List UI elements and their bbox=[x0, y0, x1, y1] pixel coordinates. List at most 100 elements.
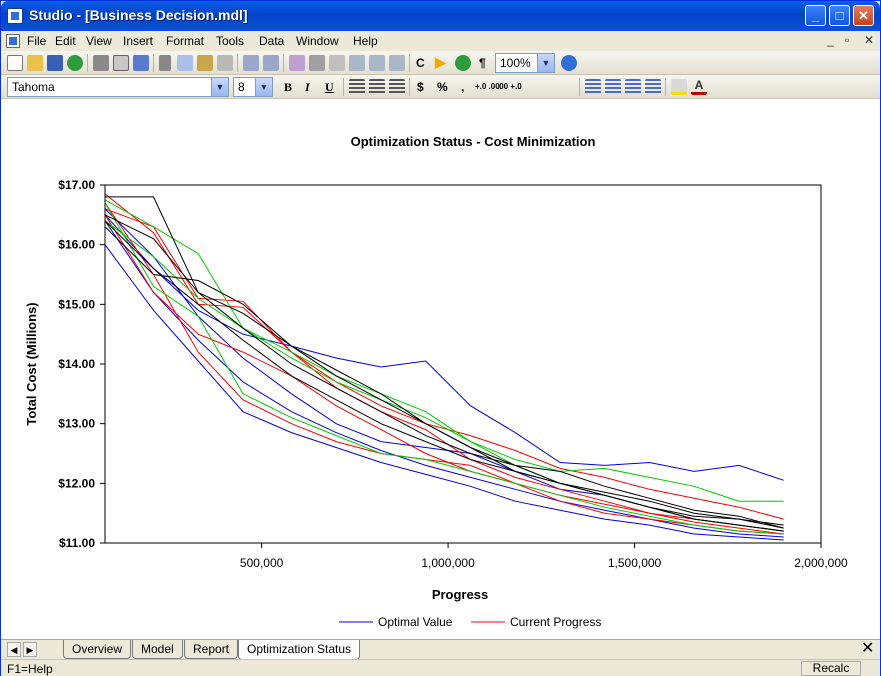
tab-overview[interactable]: Overview bbox=[63, 640, 132, 659]
document-icon[interactable] bbox=[6, 34, 20, 48]
legend-label-current: Current Progress bbox=[510, 615, 601, 629]
currency-button[interactable]: $ bbox=[417, 80, 424, 94]
align-left-icon[interactable] bbox=[349, 79, 365, 95]
decrease-decimal-button[interactable]: .00 +.0 bbox=[497, 82, 522, 91]
insert-object-icon[interactable] bbox=[289, 55, 305, 71]
align-center-icon[interactable] bbox=[369, 79, 385, 95]
y-tick-label: $13.00 bbox=[58, 417, 95, 431]
decrease-indent-icon[interactable] bbox=[625, 79, 641, 95]
globe-icon[interactable] bbox=[67, 55, 83, 71]
table-icon[interactable] bbox=[369, 55, 385, 71]
chevron-down-icon[interactable]: ▼ bbox=[255, 78, 272, 96]
minimize-button[interactable]: _ bbox=[805, 5, 826, 26]
underline-button[interactable]: U bbox=[325, 80, 334, 94]
close-button[interactable]: ✕ bbox=[853, 5, 874, 26]
menu-edit[interactable]: Edit bbox=[55, 34, 76, 48]
menu-data[interactable]: Data bbox=[259, 34, 285, 48]
print-preview-icon[interactable] bbox=[113, 55, 129, 71]
fill-color-icon[interactable] bbox=[671, 79, 687, 95]
close-icon[interactable]: ✕ bbox=[861, 640, 875, 657]
formatting-toolbar: Tahoma ▼ 8 ▼ B I U $ % , +.0 .00 .00 +.0… bbox=[1, 75, 880, 99]
spellcheck-icon[interactable] bbox=[133, 55, 149, 71]
series-line-15 bbox=[104, 220, 784, 532]
toolbar-separator bbox=[409, 54, 410, 72]
y-axis-label: Total Cost (Millions) bbox=[24, 302, 39, 425]
format-painter-icon[interactable] bbox=[217, 55, 233, 71]
maximize-button[interactable]: □ bbox=[829, 5, 850, 26]
pilcrow-button[interactable]: ¶ bbox=[479, 56, 486, 70]
chevron-down-icon[interactable]: ▼ bbox=[537, 54, 554, 72]
menu-file[interactable]: File bbox=[27, 34, 47, 48]
series-line-14 bbox=[104, 214, 784, 529]
series-line-2 bbox=[104, 244, 784, 541]
open-icon[interactable] bbox=[27, 55, 43, 71]
menu-tools[interactable]: Tools bbox=[216, 34, 245, 48]
numbered-list-icon[interactable] bbox=[585, 79, 601, 95]
c-button[interactable]: C bbox=[416, 56, 425, 70]
optimize-icon[interactable] bbox=[455, 55, 471, 71]
mdi-close-button[interactable]: ✕ bbox=[864, 33, 875, 47]
y-tick-label: $17.00 bbox=[58, 178, 95, 192]
increase-indent-icon[interactable] bbox=[645, 79, 661, 95]
x-tick-label: 500,000 bbox=[240, 556, 284, 570]
y-tick-label: $15.00 bbox=[58, 297, 95, 311]
series-line-3 bbox=[104, 220, 784, 538]
plot-area bbox=[104, 184, 822, 544]
align-right-icon[interactable] bbox=[389, 79, 405, 95]
font-size-value: 8 bbox=[238, 80, 245, 94]
menu-window[interactable]: Window bbox=[296, 34, 339, 48]
toolbar-separator bbox=[237, 54, 238, 72]
x-axis-label: Progress bbox=[432, 587, 488, 602]
undo-icon[interactable] bbox=[243, 55, 259, 71]
title-bar[interactable]: Studio - [Business Decision.mdl] _ □ ✕ bbox=[1, 1, 880, 31]
paste-icon[interactable] bbox=[197, 55, 213, 71]
cut-icon[interactable] bbox=[159, 55, 171, 71]
toolbar-separator bbox=[87, 54, 88, 72]
font-select[interactable]: Tahoma ▼ bbox=[7, 77, 229, 97]
menu-format[interactable]: Format bbox=[166, 34, 205, 48]
run-icon[interactable]: ▶ bbox=[435, 54, 446, 70]
sort-icon[interactable] bbox=[309, 55, 325, 71]
tab-scroll-right-icon[interactable]: ▶ bbox=[23, 642, 37, 657]
tab-model[interactable]: Model bbox=[132, 640, 183, 659]
tab-optimization-status[interactable]: Optimization Status bbox=[238, 640, 361, 660]
font-color-icon[interactable]: A bbox=[691, 79, 707, 95]
tab-scroll-left-icon[interactable]: ◀ bbox=[7, 642, 21, 657]
tab-report[interactable]: Report bbox=[184, 640, 239, 659]
mdi-minimize-button[interactable]: _ bbox=[827, 33, 834, 47]
menu-help[interactable]: Help bbox=[353, 34, 378, 48]
chart-icon[interactable] bbox=[349, 55, 365, 71]
menu-insert[interactable]: Insert bbox=[123, 34, 154, 48]
series-lines bbox=[104, 193, 784, 541]
y-tick-label: $14.00 bbox=[58, 357, 95, 371]
app-icon[interactable] bbox=[7, 8, 23, 24]
increase-decimal-button[interactable]: +.0 .00 bbox=[475, 82, 500, 91]
copy-icon[interactable] bbox=[177, 55, 193, 71]
window-title: Studio - [Business Decision.mdl] bbox=[29, 7, 248, 23]
line-chart: Optimization Status - Cost Minimization … bbox=[24, 134, 848, 629]
save-icon[interactable] bbox=[47, 55, 63, 71]
new-icon[interactable] bbox=[7, 55, 23, 71]
y-axis-ticks: $17.00 $16.00 $15.00 $14.00 $13.00 $12.00 $11.… bbox=[58, 178, 105, 550]
help-icon[interactable] bbox=[561, 55, 577, 71]
zoom-select[interactable]: 100% ▼ bbox=[495, 53, 555, 73]
bullet-list-icon[interactable] bbox=[605, 79, 621, 95]
series-line-9 bbox=[104, 199, 784, 502]
font-size-select[interactable]: 8 ▼ bbox=[233, 77, 273, 97]
italic-button[interactable]: I bbox=[305, 80, 310, 94]
print-icon[interactable] bbox=[93, 55, 109, 71]
zoom-value: 100% bbox=[500, 56, 531, 70]
toolbar-separator bbox=[409, 78, 410, 96]
redo-icon[interactable] bbox=[263, 55, 279, 71]
percent-button[interactable]: % bbox=[437, 80, 448, 94]
chevron-down-icon[interactable]: ▼ bbox=[211, 78, 228, 96]
chart-title: Optimization Status - Cost Minimization bbox=[351, 134, 596, 149]
status-text: F1=Help bbox=[7, 662, 53, 676]
menu-view[interactable]: View bbox=[86, 34, 112, 48]
bold-button[interactable]: B bbox=[284, 80, 293, 94]
comma-button[interactable]: , bbox=[461, 80, 465, 94]
mdi-restore-button[interactable]: ▫ bbox=[845, 33, 850, 47]
recalc-indicator: Recalc bbox=[801, 661, 861, 676]
function-icon[interactable] bbox=[329, 55, 345, 71]
grid-icon[interactable] bbox=[389, 55, 405, 71]
